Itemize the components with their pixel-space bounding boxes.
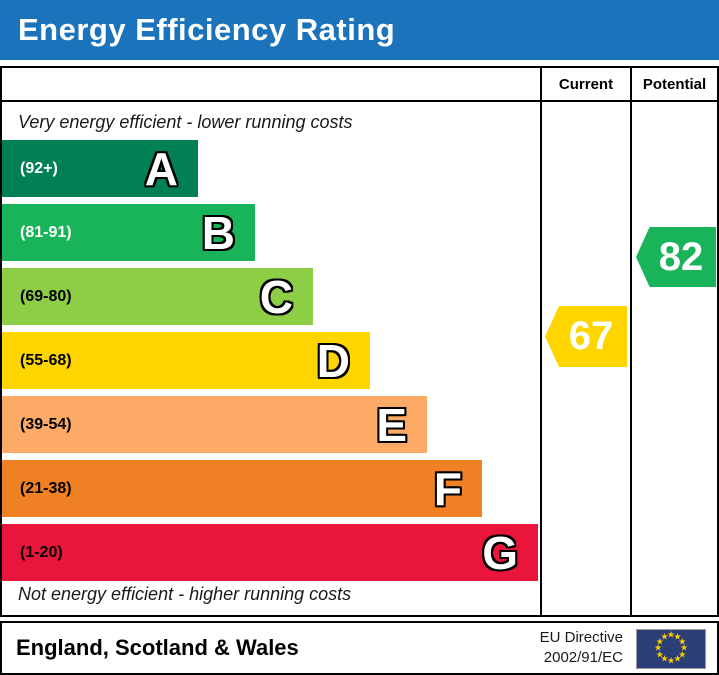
band-letter: F bbox=[433, 462, 462, 515]
eu-flag-star: ★ bbox=[666, 656, 676, 667]
band-range-label: (55-68) bbox=[20, 351, 72, 369]
eu-flag-star: ★ bbox=[660, 654, 669, 665]
potential-column-divider bbox=[630, 68, 632, 615]
current-column-divider bbox=[540, 68, 542, 615]
eu-directive-line1: EU Directive bbox=[539, 628, 623, 646]
band-letter: C bbox=[259, 270, 293, 323]
band-row-f: (21-38) F bbox=[2, 460, 482, 517]
band-letter: B bbox=[201, 206, 235, 259]
band-letter: A bbox=[144, 142, 178, 195]
eu-flag-star: ★ bbox=[678, 650, 687, 660]
current-rating-value: 67 bbox=[568, 314, 614, 358]
current-rating-arrow: 67 bbox=[545, 306, 627, 367]
band-row-b: (81-91) B bbox=[2, 204, 255, 261]
band-range-label: (21-38) bbox=[20, 479, 72, 497]
eu-flag-icon: ★ ★ ★ ★ ★ ★ ★ ★ ★ ★ ★ ★ bbox=[636, 629, 706, 669]
column-header-potential: Potential bbox=[642, 75, 707, 93]
band-row-a: (92+) A bbox=[2, 140, 198, 197]
bottom-note: Not energy efficient - higher running co… bbox=[18, 584, 352, 604]
band-row-c: (69-80) C bbox=[2, 268, 313, 325]
band-row-g: (1-20) G bbox=[2, 524, 538, 581]
eu-flag-star: ★ bbox=[653, 643, 663, 654]
page-title: Energy Efficiency Rating bbox=[18, 12, 396, 47]
potential-rating-arrow: 82 bbox=[636, 227, 716, 287]
band-row-e: (39-54) E bbox=[2, 396, 427, 453]
band-range-label: (81-91) bbox=[20, 223, 72, 241]
band-range-label: (92+) bbox=[20, 159, 58, 177]
title-banner: Energy Efficiency Rating bbox=[0, 0, 719, 60]
band-range-label: (39-54) bbox=[20, 415, 72, 433]
band-row-d: (55-68) D bbox=[2, 332, 370, 389]
rating-table: Current Potential Very energy efficient … bbox=[0, 66, 719, 617]
eu-flag-star: ★ bbox=[673, 654, 682, 665]
header-divider bbox=[2, 100, 717, 102]
top-note: Very energy efficient - lower running co… bbox=[18, 112, 353, 132]
column-header-current: Current bbox=[558, 75, 614, 93]
region-label: England, Scotland & Wales bbox=[16, 635, 299, 660]
eu-flag-star: ★ bbox=[660, 632, 669, 643]
band-range-label: (1-20) bbox=[20, 543, 63, 561]
band-letter: D bbox=[316, 334, 350, 387]
eu-directive-label: EU Directive 2002/91/EC bbox=[540, 628, 623, 669]
eu-flag-star: ★ bbox=[679, 643, 689, 654]
eu-flag-star: ★ bbox=[678, 637, 687, 647]
band-letter: G bbox=[482, 526, 518, 579]
band-range-label: (69-80) bbox=[20, 287, 72, 305]
eu-directive-line2: 2002/91/EC bbox=[543, 649, 623, 666]
footer: England, Scotland & Wales EU Directive 2… bbox=[0, 621, 719, 675]
eu-flag-star: ★ bbox=[655, 650, 664, 660]
eu-flag-star: ★ bbox=[666, 630, 676, 641]
band-letter: E bbox=[376, 398, 407, 451]
potential-rating-value: 82 bbox=[658, 234, 704, 279]
eu-flag-star: ★ bbox=[655, 637, 664, 647]
eu-flag-star: ★ bbox=[673, 632, 682, 643]
